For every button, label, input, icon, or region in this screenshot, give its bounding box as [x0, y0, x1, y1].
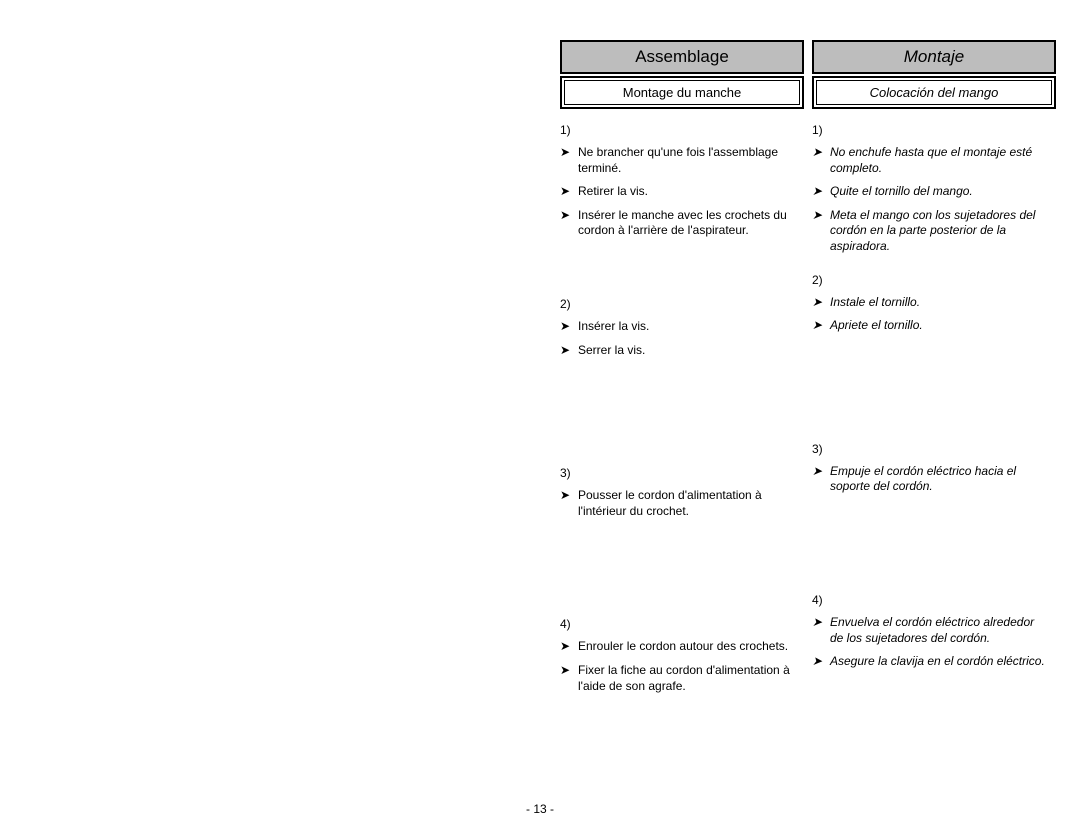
bullet-arrow-icon: ➤	[560, 663, 578, 679]
bullet-arrow-icon: ➤	[812, 208, 830, 224]
column-spanish: Montaje Colocación del mango 1)➤No enchu…	[812, 40, 1056, 712]
step-text: Fixer la fiche au cordon d'alimentation …	[578, 663, 798, 694]
step-text: Quite el tornillo del mango.	[830, 184, 1050, 200]
two-column-layout: Assemblage Montage du manche 1)➤Ne branc…	[560, 40, 1056, 712]
instruction-step: ➤Instale el tornillo.	[812, 295, 1056, 311]
bullet-arrow-icon: ➤	[560, 319, 578, 335]
vertical-spacer	[812, 352, 1056, 442]
bullet-arrow-icon: ➤	[812, 615, 830, 631]
bullet-arrow-icon: ➤	[560, 208, 578, 224]
instruction-step: ➤Enrouler le cordon autour des crochets.	[560, 639, 804, 655]
section-number: 2)	[812, 273, 1056, 287]
bullet-arrow-icon: ➤	[812, 295, 830, 311]
instruction-step: ➤Quite el tornillo del mango.	[812, 184, 1056, 200]
instruction-step: ➤No enchufe hasta que el montaje esté co…	[812, 145, 1056, 176]
section-number: 1)	[560, 123, 804, 137]
instruction-step: ➤Meta el mango con los sujetadores del c…	[812, 208, 1056, 255]
instruction-section: 2)➤Instale el tornillo.➤Apriete el torni…	[812, 273, 1056, 334]
step-text: Apriete el tornillo.	[830, 318, 1050, 334]
instruction-section: 1)➤Ne brancher qu'une fois l'assemblage …	[560, 123, 804, 239]
bullet-arrow-icon: ➤	[812, 464, 830, 480]
subheading-colocacion-mango: Colocación del mango	[816, 80, 1052, 105]
heading-assemblage: Assemblage	[560, 40, 804, 74]
section-number: 3)	[812, 442, 1056, 456]
bullet-arrow-icon: ➤	[560, 184, 578, 200]
bullet-arrow-icon: ➤	[560, 488, 578, 504]
step-text: Empuje el cordón eléctrico hacia el sopo…	[830, 464, 1050, 495]
section-number: 4)	[812, 593, 1056, 607]
step-text: Ne brancher qu'une fois l'assemblage ter…	[578, 145, 798, 176]
instruction-section: 4) ➤Enrouler le cordon autour des crochet…	[560, 617, 804, 694]
step-text: Pousser le cordon d'alimentation à l'int…	[578, 488, 798, 519]
instruction-step: ➤Pousser le cordon d'alimentation à l'in…	[560, 488, 804, 519]
bullet-arrow-icon: ➤	[812, 184, 830, 200]
manual-page: Assemblage Montage du manche 1)➤Ne branc…	[0, 0, 1080, 834]
vertical-spacer	[560, 537, 804, 617]
instruction-section: 2)➤Insérer la vis.➤Serrer la vis.	[560, 297, 804, 358]
section-number: 4)	[560, 617, 804, 631]
step-text: Serrer la vis.	[578, 343, 798, 359]
instruction-section: 3) ➤Empuje el cordón eléctrico hacia el s…	[812, 442, 1056, 495]
instruction-step: ➤Insérer le manche avec les crochets du …	[560, 208, 804, 239]
section-number: 3)	[560, 466, 804, 480]
step-text: Enrouler le cordon autour des crochets.	[578, 639, 798, 655]
instruction-step: ➤Empuje el cordón eléctrico hacia el sop…	[812, 464, 1056, 495]
step-text: Asegure la clavija en el cordón eléctric…	[830, 654, 1050, 670]
bullet-arrow-icon: ➤	[560, 343, 578, 359]
section-number: 2)	[560, 297, 804, 311]
page-number: - 13 -	[0, 802, 1080, 816]
step-text: Insérer la vis.	[578, 319, 798, 335]
instruction-step: ➤Retirer la vis.	[560, 184, 804, 200]
section-number: 1)	[812, 123, 1056, 137]
vertical-spacer	[560, 376, 804, 466]
step-text: Instale el tornillo.	[830, 295, 1050, 311]
instruction-section: 3) ➤Pousser le cordon d'alimentation à l'…	[560, 466, 804, 519]
instruction-step: ➤Envuelva el cordón eléctrico alrededor …	[812, 615, 1056, 646]
bullet-arrow-icon: ➤	[812, 654, 830, 670]
instruction-step: ➤Ne brancher qu'une fois l'assemblage te…	[560, 145, 804, 176]
step-text: Meta el mango con los sujetadores del co…	[830, 208, 1050, 255]
instruction-step: ➤Fixer la fiche au cordon d'alimentation…	[560, 663, 804, 694]
bullet-arrow-icon: ➤	[560, 145, 578, 161]
instruction-step: ➤Serrer la vis.	[560, 343, 804, 359]
instruction-section: 1)➤No enchufe hasta que el montaje esté …	[812, 123, 1056, 255]
step-text: Insérer le manche avec les crochets du c…	[578, 208, 798, 239]
instruction-step: ➤Apriete el tornillo.	[812, 318, 1056, 334]
bullet-arrow-icon: ➤	[812, 145, 830, 161]
step-text: Envuelva el cordón eléctrico alrededor d…	[830, 615, 1050, 646]
instruction-step: ➤Asegure la clavija en el cordón eléctri…	[812, 654, 1056, 670]
instruction-section: 4) ➤Envuelva el cordón eléctrico alrededo…	[812, 593, 1056, 670]
vertical-spacer	[812, 513, 1056, 593]
vertical-spacer	[560, 257, 804, 297]
heading-montaje: Montaje	[812, 40, 1056, 74]
step-text: Retirer la vis.	[578, 184, 798, 200]
step-text: No enchufe hasta que el montaje esté com…	[830, 145, 1050, 176]
bullet-arrow-icon: ➤	[812, 318, 830, 334]
instruction-step: ➤Insérer la vis.	[560, 319, 804, 335]
bullet-arrow-icon: ➤	[560, 639, 578, 655]
column-french: Assemblage Montage du manche 1)➤Ne branc…	[560, 40, 804, 712]
subheading-montage-manche: Montage du manche	[564, 80, 800, 105]
